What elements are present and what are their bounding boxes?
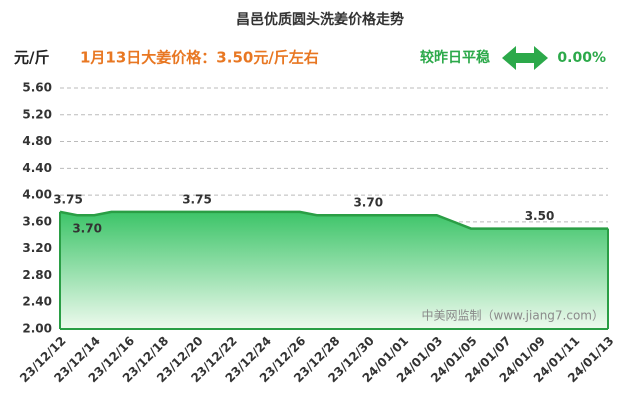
y-tick-label: 4.80 xyxy=(22,134,52,148)
headline: 1月13日大姜价格：3.50元/斤左右 xyxy=(80,49,319,67)
y-tick-label: 2.40 xyxy=(22,295,52,309)
chart-title: 昌邑优质圆头洗姜价格走势 xyxy=(236,11,404,28)
watermark: 中美网监制（www.jiang7.com） xyxy=(422,308,604,323)
data-label: 3.75 xyxy=(53,192,83,206)
line xyxy=(59,210,608,230)
change-value: 0.00% xyxy=(557,50,606,66)
y-tick-label: 3.60 xyxy=(22,214,52,228)
data-label: 3.70 xyxy=(353,196,383,210)
data-label: 3.50 xyxy=(525,209,555,223)
y-label: 元/斤 xyxy=(14,49,49,67)
y-tick-label: 2.80 xyxy=(22,268,52,282)
change-icon xyxy=(502,46,548,70)
data-label: 3.75 xyxy=(182,192,212,206)
y-tick-label: 4.00 xyxy=(22,188,52,202)
y-tick-label: 5.60 xyxy=(22,81,52,95)
data-label: 3.70 xyxy=(72,222,102,236)
y-tick-label: 4.40 xyxy=(22,161,52,175)
change-label: 较昨日平稳 xyxy=(420,49,490,66)
y-tick-label: 2.00 xyxy=(22,322,52,336)
area xyxy=(60,211,608,329)
y-tick-label: 3.20 xyxy=(22,241,52,255)
y-tick-label: 5.20 xyxy=(22,107,52,121)
